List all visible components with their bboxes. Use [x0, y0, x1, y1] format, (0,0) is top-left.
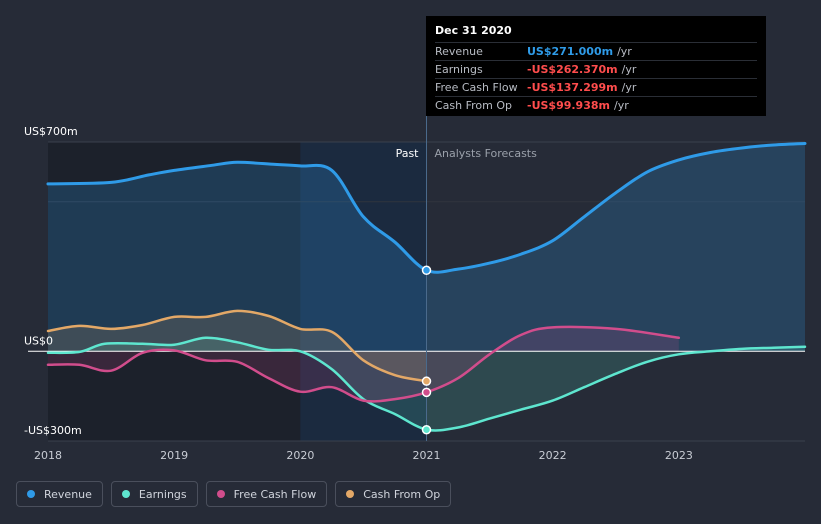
tooltip-unit: /yr [613, 99, 629, 112]
tooltip-value: -US$99.938m [527, 99, 610, 112]
tooltip-label: Earnings [435, 63, 483, 76]
revenue-dot-icon [27, 490, 35, 498]
tooltip-value: -US$262.370m [527, 63, 618, 76]
tooltip-unit: /yr [621, 63, 637, 76]
tooltip-date: Dec 31 2020 [435, 24, 512, 37]
x-axis-tick-label: 2021 [413, 449, 441, 462]
marker-revenue [421, 265, 432, 276]
tooltip-row-revenue: Revenue US$271.000m /yr [435, 42, 757, 60]
tooltip-row-earnings: Earnings -US$262.370m /yr [435, 60, 757, 78]
legend-label: Free Cash Flow [233, 487, 317, 501]
x-axis-tick-label: 2023 [665, 449, 693, 462]
series-line-revenue [46, 142, 807, 274]
tooltip-value: -US$137.299m [527, 81, 618, 94]
legend-label: Cash From Op [363, 487, 441, 501]
series-area-cash-from-op [48, 310, 427, 382]
legend-item-free-cash-flow[interactable]: Free Cash Flow [205, 481, 328, 507]
marker-earnings [421, 424, 432, 435]
marker-cash-from-op [421, 376, 432, 386]
earnings-dot-icon [121, 490, 130, 498]
past-label: Past [396, 147, 420, 160]
legend-item-revenue[interactable]: Revenue [16, 481, 103, 507]
tooltip-label: Free Cash Flow [435, 81, 518, 94]
forecast-label: Analysts Forecasts [435, 147, 538, 160]
tooltip-row-free-cash-flow: Free Cash Flow -US$137.299m /yr [435, 78, 757, 96]
y-axis-label: -US$300m [24, 424, 82, 437]
tooltip-row-cash-from-op: Cash From Op -US$99.938m /yr [435, 96, 757, 114]
legend-label: Earnings [138, 487, 187, 501]
legend-item-earnings[interactable]: Earnings [110, 481, 198, 507]
series-line-cash-from-op [46, 309, 428, 383]
past-highlight-region [300, 142, 427, 441]
series-area-free-cash-flow [48, 326, 679, 402]
legend-item-cash-from-op[interactable]: Cash From Op [335, 481, 452, 507]
free-cash-flow-dot-icon [216, 490, 225, 498]
marker-free-cash-flow [421, 387, 432, 398]
tooltip-value: US$271.000m [527, 45, 614, 58]
tooltip: Dec 31 2020 Revenue US$271.000m /yr Earn… [426, 16, 766, 116]
tooltip-label: Cash From Op [435, 99, 513, 112]
cash-from-op-dot-icon [346, 490, 355, 498]
x-axis-tick-label: 2019 [160, 449, 188, 462]
tooltip-label: Revenue [435, 45, 483, 58]
legend: Revenue Earnings Free Cash Flow Cash Fro… [16, 481, 459, 507]
series-line-free-cash-flow [46, 325, 681, 403]
x-axis-tick-label: 2018 [34, 449, 62, 462]
y-axis-label: US$0 [24, 334, 53, 347]
tooltip-unit: /yr [621, 81, 637, 94]
legend-label: Revenue [44, 487, 92, 501]
y-axis-label: US$700m [24, 125, 78, 138]
x-axis-tick-label: 2022 [539, 449, 567, 462]
series-area-revenue [48, 143, 805, 352]
tooltip-unit: /yr [617, 45, 632, 58]
x-axis-tick-label: 2020 [286, 449, 314, 462]
